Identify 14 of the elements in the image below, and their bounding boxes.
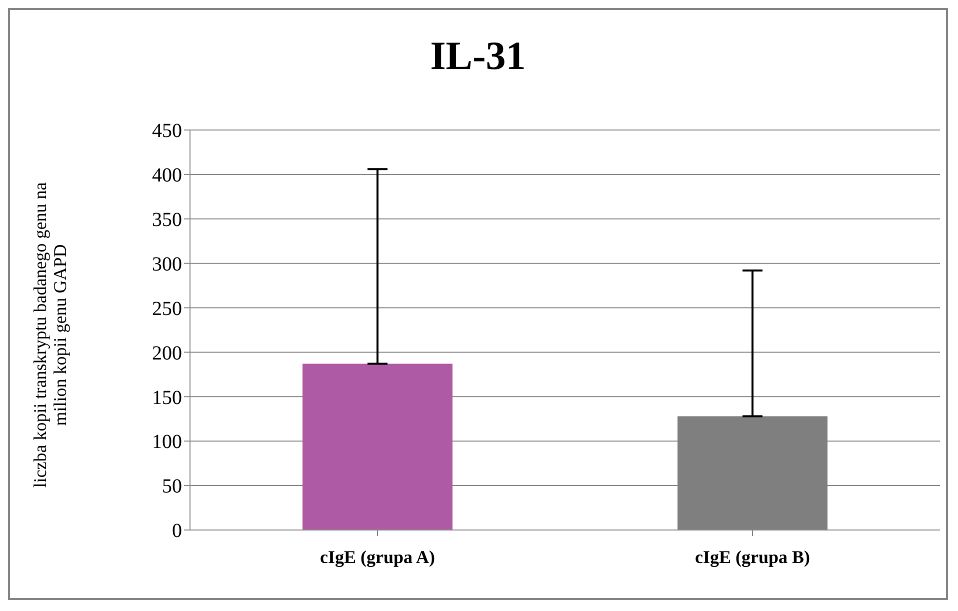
y-tick-label: 350 <box>152 208 182 231</box>
y-tick-label: 150 <box>152 386 182 409</box>
x-tick-label: cIgE (grupa A) <box>320 546 436 567</box>
y-tick-label: 400 <box>152 164 182 187</box>
y-tick-label: 200 <box>152 342 182 364</box>
chart-title: IL-31 <box>429 32 527 80</box>
y-tick-label: 0 <box>172 520 182 542</box>
y-tick-label: 450 <box>152 120 182 142</box>
y-tick-label: 50 <box>162 476 182 498</box>
y-tick-label: 300 <box>152 253 182 276</box>
x-tick-label: cIgE (grupa B) <box>694 546 810 567</box>
y-tick-label: 100 <box>152 431 182 454</box>
y-tick-label: 250 <box>152 298 182 320</box>
y-axis-title: liczba kopii transkryptu badanego genu na milion kopii genu GAPD <box>30 182 70 488</box>
